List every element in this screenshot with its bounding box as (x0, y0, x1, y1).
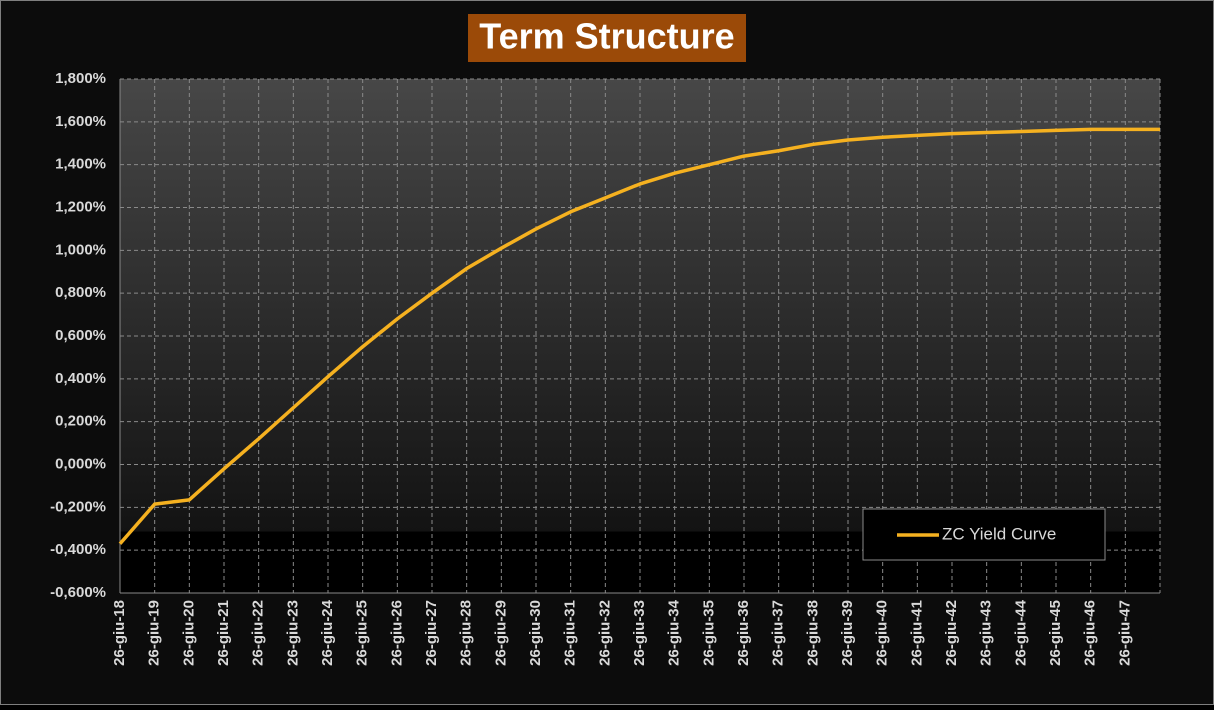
legend-label: ZC Yield Curve (942, 524, 1056, 543)
y-tick-label: 1,600% (55, 113, 106, 130)
y-tick-label: 0,000% (55, 455, 106, 472)
x-tick-label: 26-giu-24 (319, 599, 336, 666)
x-tick-label: 26-giu-39 (839, 600, 856, 666)
x-tick-label: 26-giu-19 (146, 600, 163, 666)
y-tick-label: 1,000% (55, 241, 106, 258)
x-tick-label: 26-giu-40 (874, 600, 891, 666)
x-tick-label: 26-giu-26 (388, 600, 405, 666)
title-box (468, 14, 746, 62)
y-tick-label: 1,800% (55, 70, 106, 87)
y-tick-label: 0,400% (55, 370, 106, 387)
y-tick-label: 1,400% (55, 156, 106, 173)
x-tick-label: 26-giu-31 (562, 600, 579, 666)
y-tick-label: 0,600% (55, 327, 106, 344)
x-tick-label: 26-giu-38 (804, 600, 821, 666)
x-tick-label: 26-giu-18 (111, 600, 128, 666)
y-tick-label: 0,800% (55, 284, 106, 301)
y-tick-label: -0,200% (50, 498, 106, 515)
x-tick-label: 26-giu-30 (527, 600, 544, 666)
x-tick-label: 26-giu-35 (700, 600, 717, 666)
x-tick-label: 26-giu-44 (1012, 599, 1029, 666)
x-tick-label: 26-giu-29 (492, 600, 509, 666)
y-tick-label: 1,200% (55, 198, 106, 215)
x-tick-label: 26-giu-32 (596, 600, 613, 666)
x-tick-label: 26-giu-43 (978, 600, 995, 666)
x-tick-label: 26-giu-45 (1047, 600, 1064, 666)
x-tick-label: 26-giu-36 (735, 600, 752, 666)
x-tick-label: 26-giu-37 (770, 600, 787, 666)
x-tick-label: 26-giu-42 (943, 600, 960, 666)
x-tick-label: 26-giu-20 (180, 600, 197, 666)
x-tick-label: 26-giu-41 (908, 600, 925, 666)
x-tick-label: 26-giu-22 (250, 600, 267, 666)
x-tick-label: 26-giu-34 (666, 599, 683, 666)
y-tick-label: -0,600% (50, 584, 106, 601)
x-tick-label: 26-giu-23 (284, 600, 301, 666)
chart-title: Term Structure (479, 16, 734, 57)
y-tick-label: -0,400% (50, 541, 106, 558)
x-tick-label: 26-giu-21 (215, 600, 232, 666)
x-tick-label: 26-giu-27 (423, 600, 440, 666)
x-tick-label: 26-giu-28 (458, 600, 475, 666)
line-series (118, 127, 1160, 545)
x-tick-label: 26-giu-46 (1082, 600, 1099, 666)
x-tick-label: 26-giu-47 (1116, 600, 1133, 666)
x-tick-label: 26-giu-25 (354, 600, 371, 666)
x-tick-label: 26-giu-33 (631, 600, 648, 666)
y-tick-label: 0,200% (55, 413, 106, 430)
